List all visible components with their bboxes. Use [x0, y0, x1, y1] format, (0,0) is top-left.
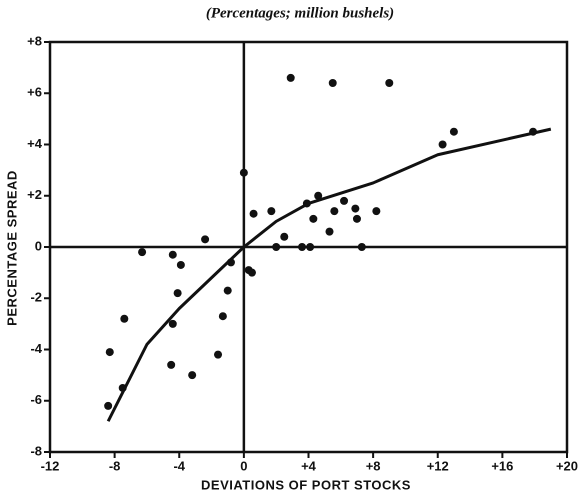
scatter-point: [372, 207, 381, 216]
scatter-point: [188, 371, 197, 380]
scatter-point: [239, 168, 248, 177]
x-tick-label: -4: [173, 458, 185, 473]
scatter-point: [105, 348, 114, 357]
scatter-point: [280, 232, 289, 241]
x-tick-label: +20: [556, 458, 578, 473]
x-tick-label: -12: [41, 458, 60, 473]
scatter-point: [267, 207, 276, 216]
scatter-point: [218, 312, 227, 321]
scatter-point: [298, 243, 307, 251]
x-tick-label: -8: [109, 458, 121, 473]
scatter-point: [223, 286, 232, 295]
scatter-point: [272, 243, 281, 251]
chart-title: (Percentages; million bushels): [206, 5, 394, 21]
y-tick-label: -6: [30, 392, 42, 407]
y-axis-label: PERCENTAGE SPREAD: [4, 170, 19, 326]
y-tick-label: -8: [30, 443, 42, 458]
y-tick-label: +2: [27, 187, 42, 202]
scatter-point: [309, 214, 318, 223]
scatter-point: [214, 350, 223, 359]
scatter-point: [325, 227, 334, 236]
scatter-point: [247, 268, 256, 277]
scatter-point: [351, 204, 360, 213]
scatter-point: [438, 140, 447, 149]
fit-curve: [106, 127, 552, 422]
scatter-point: [249, 209, 258, 218]
y-tick-label: -4: [30, 341, 42, 356]
scatter-point: [173, 289, 182, 298]
scatter-point: [352, 214, 361, 223]
scatter-point: [167, 360, 176, 369]
x-tick-label: +12: [427, 458, 449, 473]
scatter-point: [138, 248, 147, 257]
scatter-point: [330, 207, 339, 216]
scatter-point: [385, 79, 394, 87]
scatter-point: [306, 243, 315, 251]
y-tick-label: +8: [27, 33, 42, 48]
scatter-point: [328, 79, 337, 87]
x-tick-label: 0: [240, 458, 247, 473]
y-tick-label: -2: [30, 290, 42, 305]
x-tick-label: +4: [301, 458, 317, 473]
y-tick-label: 0: [35, 238, 42, 253]
scatter-point: [357, 243, 366, 251]
scatter-point: [168, 250, 177, 259]
scatter-point: [340, 196, 349, 205]
scatter-point: [104, 401, 113, 410]
x-tick-label: +16: [491, 458, 513, 473]
scatter-point: [168, 319, 177, 328]
scatter-point: [449, 127, 458, 136]
scatter-point: [176, 260, 185, 269]
scatter-point: [286, 73, 295, 82]
y-tick-label: +6: [27, 85, 42, 100]
scatter-point: [314, 191, 323, 200]
y-tick-label: +4: [27, 136, 43, 151]
x-tick-label: +8: [366, 458, 381, 473]
scatter-point: [201, 235, 210, 244]
x-axis-label: DEVIATIONS OF PORT STOCKS: [201, 477, 411, 492]
scatter-point: [120, 314, 129, 323]
